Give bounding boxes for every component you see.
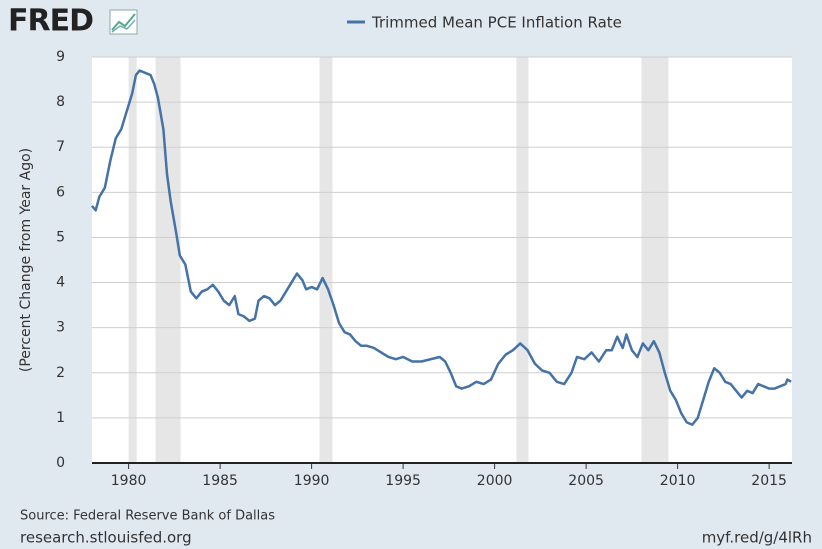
logo-icon	[109, 9, 138, 35]
y-tick-label: 5	[56, 229, 65, 245]
y-tick-label: 1	[56, 410, 65, 426]
y-tick-label: 0	[56, 455, 65, 471]
logo: FRED	[8, 4, 93, 39]
legend-label: Trimmed Mean PCE Inflation Rate	[371, 14, 622, 32]
x-tick-label: 2005	[568, 473, 604, 489]
y-tick-label: 6	[56, 184, 65, 200]
y-tick-label: 9	[56, 49, 65, 65]
recession-band	[319, 57, 333, 463]
plot-area	[92, 57, 792, 463]
y-tick-label: 2	[56, 365, 65, 381]
y-tick-label: 4	[56, 275, 65, 291]
x-tick-label: 2010	[660, 473, 696, 489]
x-tick-label: 2000	[477, 473, 513, 489]
source: Source: Federal Reserve Bank of Dallas	[20, 509, 275, 524]
x-tick-label: 2015	[751, 473, 787, 489]
x-tick-label: 1995	[385, 473, 421, 489]
recession-band	[155, 57, 181, 463]
y-tick-label: 3	[56, 320, 65, 336]
x-tick-label: 1990	[294, 473, 330, 489]
recession-band	[516, 57, 529, 463]
footer-right: myf.red/g/4lRh	[702, 529, 812, 547]
y-axis-label: (Percent Change from Year Ago)	[18, 148, 34, 372]
data-line	[91, 69, 792, 426]
footer-left: research.stlouisfed.org	[20, 529, 192, 547]
y-tick-label: 7	[56, 139, 65, 155]
x-tick-label: 1980	[111, 473, 147, 489]
recession-band	[128, 57, 137, 463]
recession-band	[641, 57, 669, 463]
x-tick-label: 1985	[202, 473, 238, 489]
y-tick-label: 8	[56, 94, 65, 110]
